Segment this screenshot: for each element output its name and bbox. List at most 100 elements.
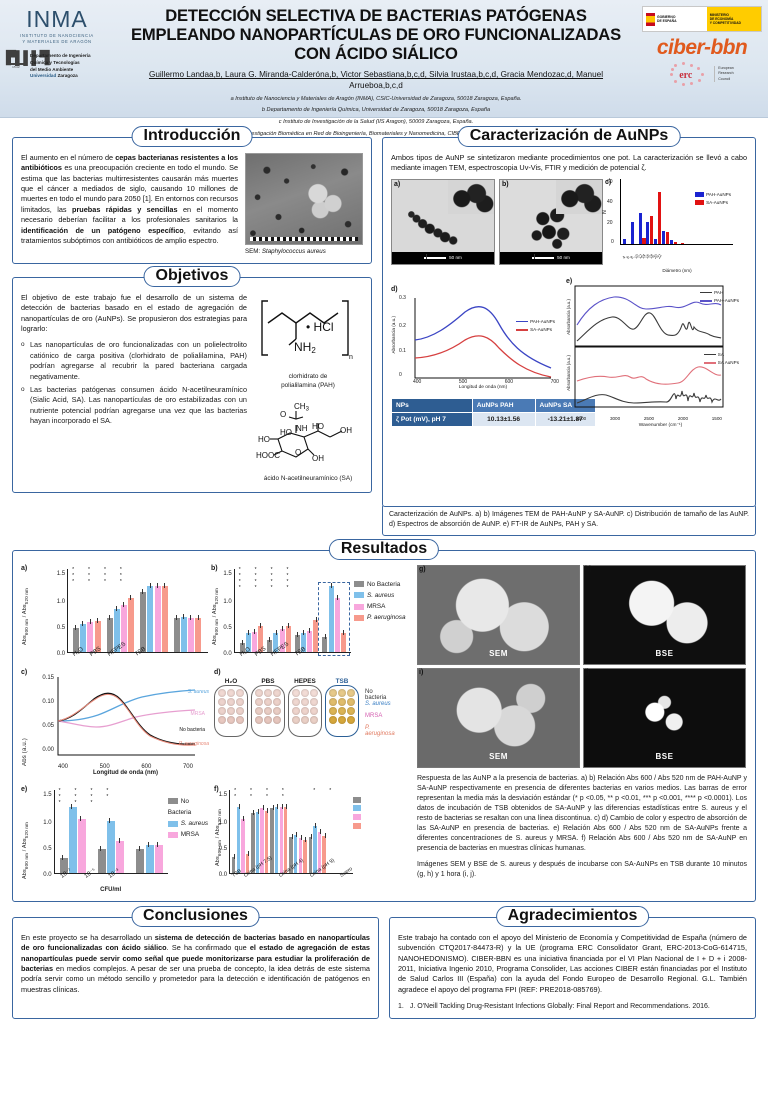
zeta-row-label: ζ Pot (mV), pH 7 [391,411,473,427]
chart-uvvis-aunp: d) 0.3 0.2 0.1 0 Absorbancia (a.u.) [391,278,597,427]
structure-pah: • HCl NH2 n clorhidrato de polialilamina… [253,293,363,390]
well [292,706,300,715]
svg-text:HO: HO [258,435,270,444]
bar [317,829,322,873]
sem-caption: SEM: Staphylococcus aureus [245,248,363,255]
ftir-plot-svg [574,285,724,408]
bar [322,633,328,652]
well [292,697,300,706]
well [227,706,235,715]
page-title: DETECCIÓN SELECTIVA DE BACTERIAS PATÓGEN… [131,6,621,64]
well [310,688,318,697]
chart-e-ytick-15: 1.5 [43,791,52,798]
legend-item: P. aeruginosa [353,822,364,831]
chart-c-series-nobacteria [57,692,196,745]
hist-ytick-40: 40 [607,198,613,205]
bar [289,834,294,873]
bar [267,637,273,652]
ftir-legend-bottom: SA SA AuNPs [703,351,739,368]
results-micrographs: g) SEM h) BSE i) SEM j) BSE Respuesta de las Au… [417,564,747,893]
well-row [216,715,246,724]
tem-inset-a [448,179,494,214]
pah-structure-icon: • HCl NH2 n [261,300,353,361]
bar-group [251,804,269,873]
well [236,688,244,697]
plate-headers: H₂O PBS HEPES TSB [214,678,359,685]
svg-text:HOOC: HOOC [256,451,280,460]
chart-label-d: d) [391,285,398,293]
legend-item: MRSA [353,601,411,612]
unizar-uni-label: Universidad [30,73,57,79]
bar-group [267,623,291,652]
tem-scalebar-a: 50 nm [392,251,494,264]
well [301,706,309,715]
well-row [253,715,283,724]
micrograph-image: SEM [417,564,580,665]
sem-image-staphylococcus [245,153,363,245]
bar [270,805,274,873]
micrograph-mode-tag: BSE [655,648,674,658]
objetivos-intro: El objetivo de este trabajo fue el desar… [21,293,247,334]
sem-figure: SEM: Staphylococcus aureus [245,153,363,255]
chart-c-label-saureus: S. aureus [187,688,209,695]
well-row [290,715,320,724]
bar-group [294,616,319,652]
hist-bar [642,237,646,244]
ministerio-label: MINISTERIO DE ECONOMÍA Y COMPETITIVIDAD [709,12,741,26]
erc-council-label: European Research Council [714,65,734,83]
tem-label-b: b) [502,180,509,188]
bar [251,809,255,873]
ftir-series-sa [576,390,722,404]
well [264,706,272,715]
bar [147,583,154,652]
well [227,697,235,706]
panel-objetivos: Objetivos El objetivo de este trabajo fu… [12,266,372,493]
header-left-logos: INMA INSTITUTO DE NANOCIENCIA Y MATERIAL… [0,0,112,80]
well [338,715,346,724]
unizar-building-icon: ▛▌▌▌▜ 1542 [6,50,50,70]
gobierno-label: GOBIERNO DE ESPAÑA [657,14,677,23]
sa-structure-caption: ácido N-acetilneuramínico (SA) [263,475,353,483]
chart-e-concentration: e) Abs600 nm / Abs520 nm 1.5 1.0 0.5 0.0 [21,786,211,893]
introduccion-body: El aumento en el número de cepas bacteri… [21,153,239,245]
bar [308,834,313,873]
svg-text:O: O [280,410,286,419]
well-row [290,688,320,697]
chart-label-e-res: e) [21,785,28,793]
hist-ytick-20: 20 [607,219,613,226]
hist-bars [620,178,733,245]
chart-c-ytick-000: 0.00 [42,746,54,753]
chart-a-bars: **** **** **** [67,567,208,653]
bar-group [59,804,86,873]
plate-side-label: P. aeruginosa [365,724,395,738]
chart-e-ylabel: Abs600 nm / Abs520 nm [22,821,30,879]
well [338,688,346,697]
hist-bar [646,221,650,244]
well [218,697,226,706]
spain-flag-icon [646,12,655,26]
bar [106,615,113,652]
legend-swatch [167,798,178,805]
micrograph-label: g) [419,565,426,573]
bar [68,804,77,873]
plate-header: H₂O [224,677,238,685]
bar [274,804,279,873]
resultados-title: Resultados [328,538,440,560]
inma-logo: INMA INSTITUTO DE NANOCIENCIA Y MATERIAL… [6,8,108,44]
zeta-potential-table: NPs AuNPs PAH AuNPs SA ζ Pot (mV), pH 7 … [391,397,597,427]
agradecimientos-title: Agradecimientos [495,905,650,927]
ftir-series-sa-aunps [576,366,722,385]
erc-logo: erc European Research Council [642,62,762,87]
zeta-col-nps: NPs [391,397,473,413]
legend-label: S. aureus [180,820,209,828]
bar [313,823,317,873]
tem-scale-text-a: 50 nm [449,255,462,261]
plate-column [251,684,285,737]
bar [154,583,161,652]
bottom-row: Conclusiones En este proyecto se ha desa… [12,904,756,1020]
chart-c-xlabel: Longitud de onda (nm) [93,769,158,776]
hist-xticks: 4 6 8 10 12 14 16 18 20 22 [621,253,733,262]
chart-a-ylabel: Abs600 nm / Abs520 nm [22,587,30,645]
well [236,715,244,724]
micrograph: i) SEM [417,667,580,768]
